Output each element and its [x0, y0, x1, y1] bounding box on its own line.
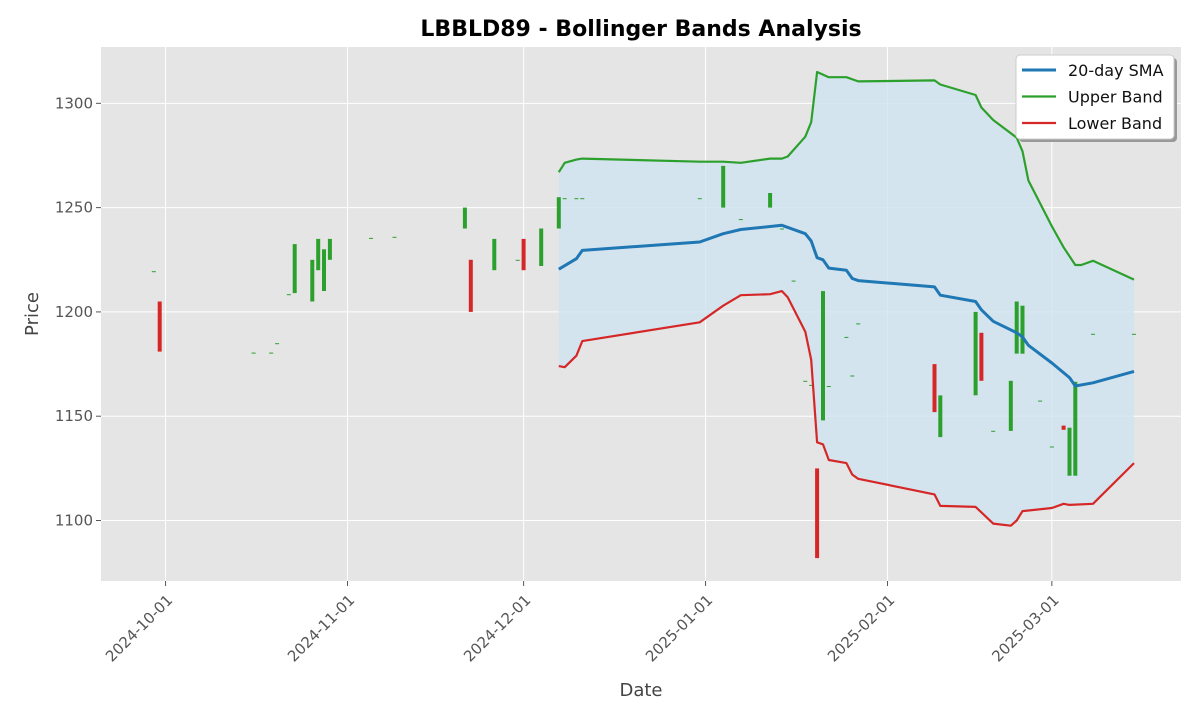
price-bar [844, 336, 849, 338]
price-bar [721, 165, 726, 208]
price-bar [392, 236, 397, 238]
price-bar [738, 219, 743, 221]
price-bar [574, 198, 579, 200]
y-tick-label: 1100 [55, 512, 93, 530]
price-bar [369, 237, 373, 239]
y-axis-label: Price [22, 292, 43, 336]
price-bar [791, 280, 796, 282]
y-tick-label: 1200 [55, 303, 93, 321]
band-area [558, 72, 1134, 526]
price-bar [327, 238, 332, 260]
price-bar [292, 244, 297, 294]
price-bar [1014, 301, 1019, 354]
price-bar [1091, 333, 1095, 335]
legend-label: Lower Band [1068, 114, 1162, 133]
price-bar [938, 395, 943, 438]
price-bar [492, 238, 497, 271]
series-line-0 [558, 223, 1135, 388]
price-bar [316, 238, 321, 271]
price-bar [539, 228, 544, 266]
price-bar [462, 207, 467, 229]
x-tick-label: 2025-01-01 [642, 591, 716, 665]
price-bar [322, 249, 326, 291]
price-bar [821, 291, 825, 421]
price-bar [850, 375, 855, 377]
price-bar [697, 198, 702, 200]
y-tick-label: 1150 [55, 407, 93, 425]
price-bar [157, 301, 162, 352]
price-bar [1132, 333, 1136, 335]
price-bar [1049, 446, 1054, 448]
price-bar [515, 259, 520, 261]
price-bar [1067, 427, 1072, 476]
band-fill [558, 72, 1134, 526]
price-bar [973, 311, 978, 396]
x-tick-label: 2024-10-01 [102, 591, 176, 665]
legend-label: Upper Band [1068, 88, 1163, 107]
price-bar [286, 294, 291, 296]
price-bar [1073, 381, 1078, 476]
price-bar [251, 352, 256, 354]
x-tick-label: 2024-12-01 [460, 591, 534, 665]
legend: 20-day SMA Upper Band Lower Band [1015, 54, 1177, 142]
x-tick-label: 2024-11-01 [284, 591, 358, 665]
price-bar [1038, 400, 1043, 402]
chart-title: LBBLD89 - Bollinger Bands Analysis [420, 17, 861, 42]
y-tick-label: 1250 [55, 199, 93, 217]
series-line-1 [557, 70, 1135, 281]
price-bar [151, 271, 156, 273]
series-line-2 [558, 290, 1135, 527]
price-bars [151, 165, 1136, 559]
series-lines [557, 70, 1135, 527]
price-bar [269, 352, 274, 354]
legend-box [1015, 54, 1175, 140]
price-bar [803, 380, 808, 382]
price-bar [856, 323, 861, 325]
x-tick-label: 2025-03-01 [988, 591, 1062, 665]
price-bar [991, 430, 996, 432]
price-bar [1008, 380, 1013, 431]
price-bar [1061, 425, 1066, 430]
price-bar [521, 238, 526, 271]
price-bar [979, 332, 984, 381]
price-bar [275, 343, 280, 345]
y-tick-label: 1300 [55, 94, 93, 112]
price-bar [556, 197, 561, 229]
price-bar [932, 364, 937, 413]
x-tick-label: 2025-02-01 [824, 591, 898, 665]
price-bar [768, 193, 773, 208]
x-axis-label: Date [619, 680, 662, 701]
price-bar [809, 384, 814, 386]
price-bar [468, 259, 473, 312]
price-bar [779, 228, 784, 230]
price-bar [562, 198, 567, 200]
price-bar [580, 198, 585, 200]
price-bar [1020, 305, 1025, 354]
legend-label: 20-day SMA [1068, 61, 1164, 80]
price-bar [310, 259, 315, 302]
price-bar [815, 468, 820, 559]
price-bar [826, 386, 831, 387]
